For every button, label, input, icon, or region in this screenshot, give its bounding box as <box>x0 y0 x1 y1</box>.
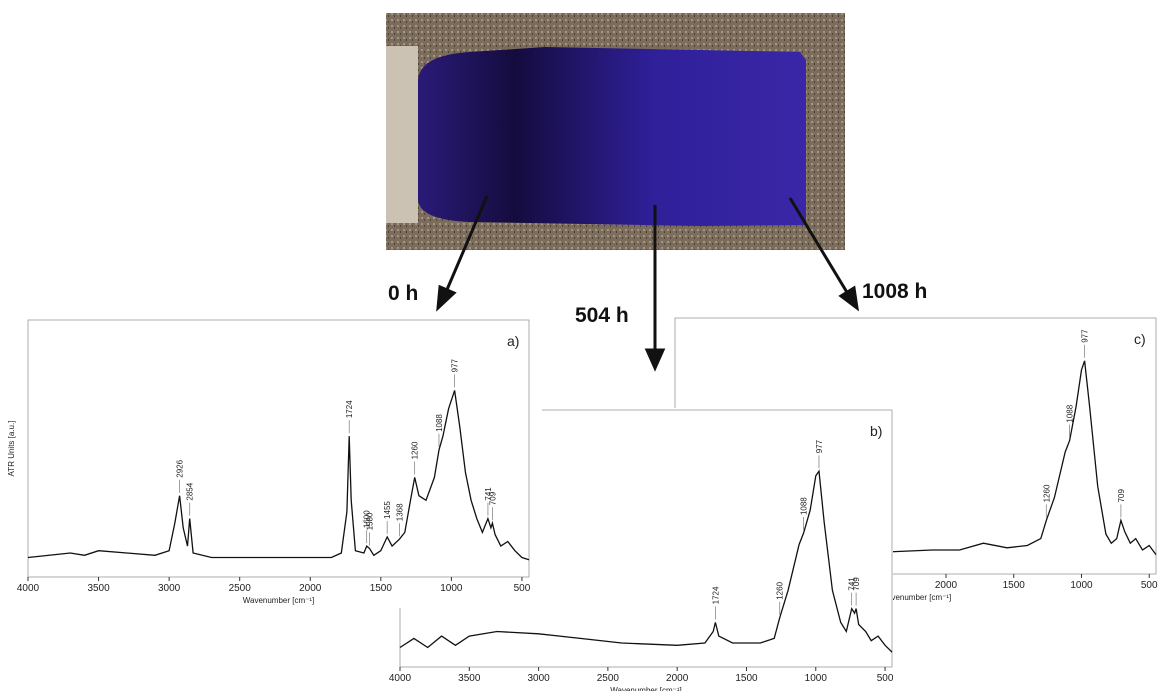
x-tick-label: 500 <box>877 673 894 684</box>
clamp <box>386 46 418 223</box>
x-tick-label: 500 <box>514 583 531 594</box>
arrow-head <box>838 285 860 312</box>
peak-label: 741 <box>848 577 857 591</box>
x-tick-label: 2500 <box>229 583 252 594</box>
spectrum-line <box>27 390 530 561</box>
arrows <box>436 195 860 372</box>
peak-label: 1088 <box>1066 404 1075 422</box>
x-axis-label: Wavenumber [cm⁻¹] <box>610 686 682 691</box>
x-tick-label: 2000 <box>299 583 322 594</box>
arrow-head <box>644 348 666 372</box>
peak-label: 977 <box>1081 329 1090 343</box>
peak-label: 1455 <box>383 501 392 519</box>
peak-label: 1724 <box>711 586 720 604</box>
panels: 4000 3500 3000 2500 2000 1500 1000 500 Wavenumbe… <box>5 316 1161 691</box>
panel-label: c) <box>1134 331 1146 347</box>
panel-label: a) <box>507 333 519 349</box>
peak-label: 1260 <box>1042 484 1051 502</box>
x-tick-label: 3000 <box>158 583 181 594</box>
x-tick-label: 2000 <box>666 673 689 684</box>
x-tick-label: 1500 <box>735 673 758 684</box>
peak-label: 1724 <box>345 400 354 418</box>
x-tick-label: 500 <box>1141 580 1158 591</box>
sample-label: 0 h <box>388 282 418 305</box>
x-tick-label: 3500 <box>87 583 110 594</box>
peak-label: 977 <box>815 439 824 453</box>
x-tick-label: 1500 <box>370 583 393 594</box>
peak-label: 1088 <box>800 497 809 515</box>
peak-label: 741 <box>484 487 493 501</box>
x-axis-label: Wavenumber [cm⁻¹] <box>243 596 315 605</box>
sample-label: 504 h <box>575 304 629 327</box>
x-tick-label: 2500 <box>597 673 620 684</box>
x-tick-label: 1000 <box>805 673 828 684</box>
peak-label: 709 <box>1117 489 1126 503</box>
panel-background <box>5 318 542 608</box>
peak-label: 1368 <box>395 503 404 521</box>
x-tick-label: 1000 <box>440 583 463 594</box>
x-tick-label: 2000 <box>935 580 958 591</box>
spectrum-panel: 4000 3500 3000 2500 2000 1500 1000 500 Wavenumbe… <box>5 318 542 608</box>
spectrum-line <box>399 469 893 653</box>
peak-label: 709 <box>852 577 861 591</box>
peak-label: 709 <box>488 491 497 505</box>
x-tick-label: 4000 <box>389 673 412 684</box>
peak-label: 2926 <box>176 459 185 477</box>
x-tick-label: 1500 <box>1003 580 1026 591</box>
peak-label: 1260 <box>776 581 785 599</box>
peak-label: 1580 <box>366 512 375 530</box>
x-axis-label: Wavenumber [cm⁻¹] <box>880 593 952 602</box>
sample-strip <box>418 47 806 226</box>
x-tick-label: 3500 <box>458 673 481 684</box>
spectrum-line <box>674 360 1157 555</box>
photo <box>386 13 845 250</box>
peak-label: 1260 <box>411 441 420 459</box>
arrow <box>444 195 489 293</box>
peak-label: 1600 <box>363 510 372 528</box>
arrow-head <box>436 284 457 312</box>
peak-label: 977 <box>451 358 460 372</box>
x-tick-label: 1000 <box>1070 580 1093 591</box>
x-tick-label: 4000 <box>17 583 40 594</box>
peak-label: 1088 <box>435 414 444 432</box>
arrow <box>788 197 850 295</box>
plot-frame <box>27 319 530 578</box>
y-axis-label: ATR Units [a.u.] <box>7 421 16 477</box>
sample-label: 1008 h <box>862 280 927 303</box>
x-tick-label: 3000 <box>527 673 550 684</box>
peak-label: 2854 <box>186 482 195 500</box>
panel-label: b) <box>870 423 882 439</box>
